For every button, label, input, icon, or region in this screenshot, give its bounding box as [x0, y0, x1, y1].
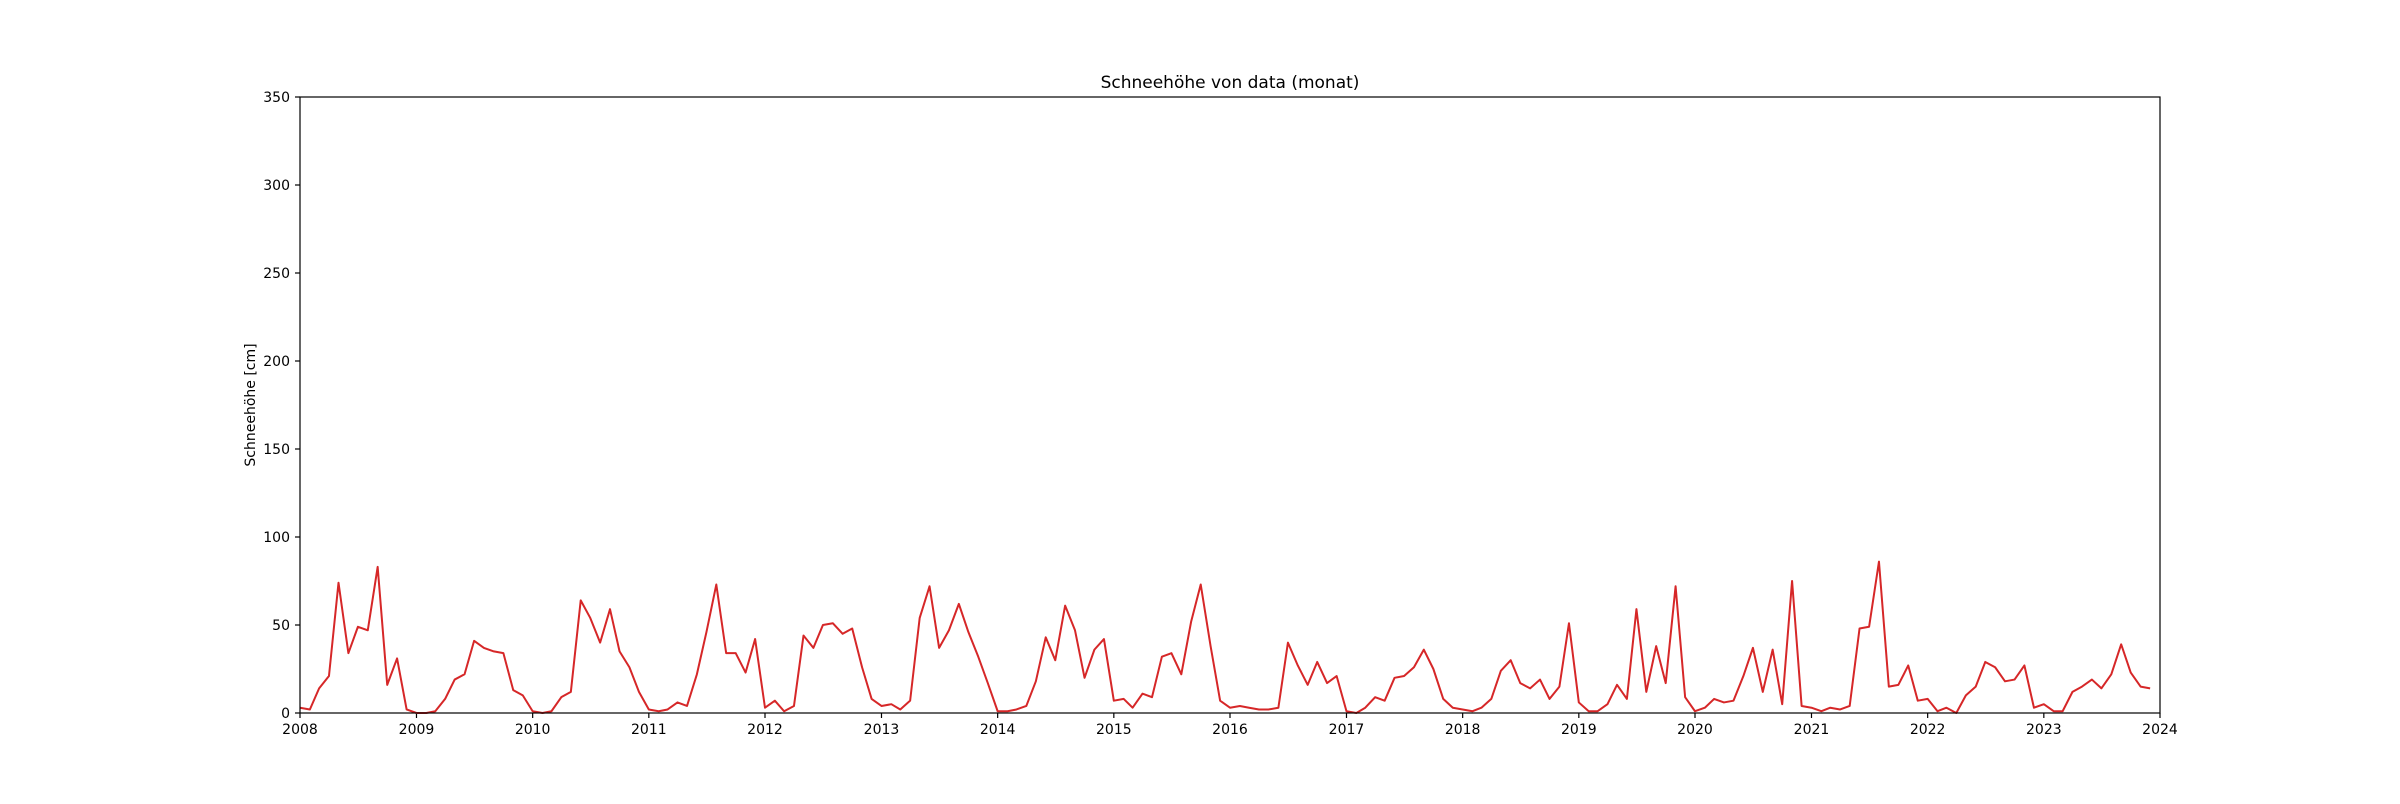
x-tick-label: 2022	[1910, 722, 1946, 738]
y-tick-label: 350	[263, 90, 290, 106]
plot-frame	[299, 96, 2161, 714]
x-tick-label: 2020	[1677, 722, 1713, 738]
y-tick-label: 150	[263, 442, 290, 458]
x-tick-label: 2010	[515, 722, 551, 738]
x-tick-label: 2018	[1445, 722, 1481, 738]
x-tick-label: 2013	[864, 722, 900, 738]
x-tick-label: 2009	[399, 722, 435, 738]
x-tick-label: 2019	[1561, 722, 1597, 738]
chart-title: Schneehöhe von data (monat)	[1101, 73, 1360, 93]
series-line	[299, 560, 2151, 714]
y-tick-label: 0	[281, 706, 290, 722]
x-tick-label: 2016	[1212, 722, 1248, 738]
x-tick-label: 2023	[2026, 722, 2062, 738]
x-tick-label: 2014	[980, 722, 1016, 738]
y-tick-label: 100	[263, 530, 290, 546]
x-tick-label: 2015	[1096, 722, 1132, 738]
y-axis: 0 50 100 150 200 250 300 350	[263, 90, 300, 722]
x-tick-label: 2008	[282, 722, 318, 738]
y-tick-label: 300	[263, 178, 290, 194]
y-axis-title: Schneehöhe [cm]	[243, 343, 259, 466]
x-tick-label: 2017	[1329, 722, 1365, 738]
series-layer	[299, 560, 2151, 714]
y-tick-label: 50	[272, 618, 290, 634]
x-tick-label: 2021	[1794, 722, 1830, 738]
y-tick-label: 200	[263, 354, 290, 370]
x-tick-label: 2011	[631, 722, 667, 738]
x-tick-label: 2024	[2142, 722, 2178, 738]
x-tick-label: 2012	[747, 722, 783, 738]
y-tick-label: 250	[263, 266, 290, 282]
